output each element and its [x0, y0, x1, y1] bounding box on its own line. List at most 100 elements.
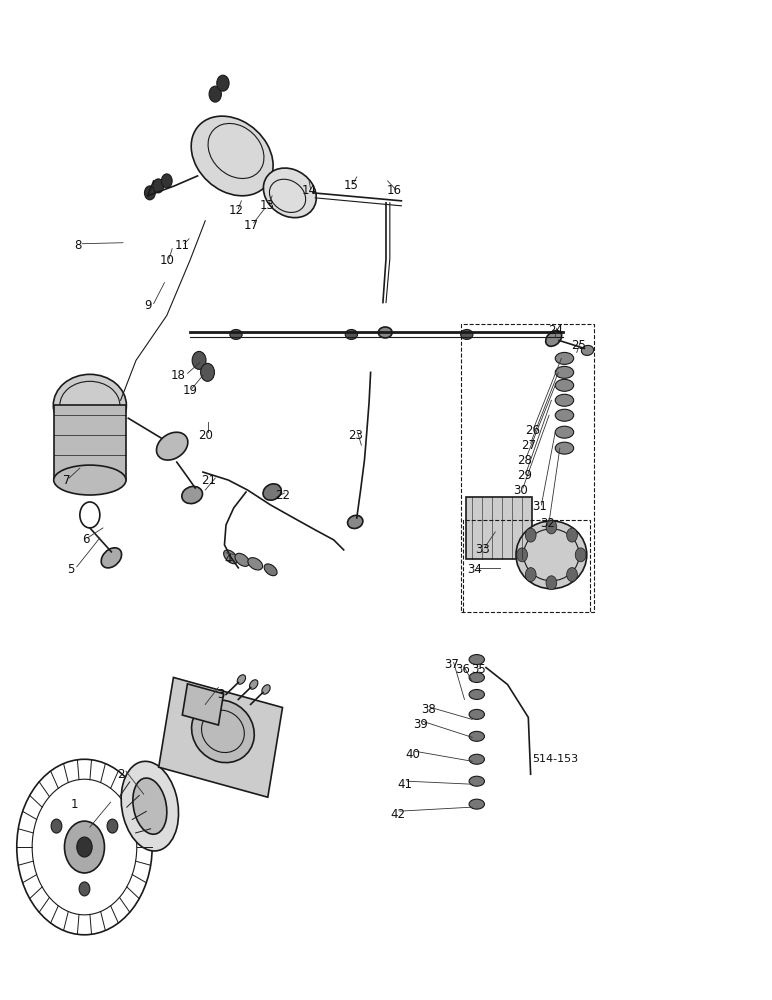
Text: 15: 15 [344, 179, 359, 192]
Ellipse shape [262, 685, 270, 694]
Circle shape [575, 548, 586, 562]
Ellipse shape [555, 394, 574, 406]
Text: 24: 24 [547, 324, 563, 337]
Text: 22: 22 [275, 489, 290, 502]
Text: 11: 11 [174, 239, 190, 252]
Text: 35: 35 [471, 663, 486, 676]
Text: 514-153: 514-153 [532, 754, 578, 764]
Text: 27: 27 [521, 439, 536, 452]
Polygon shape [182, 684, 224, 725]
Circle shape [525, 568, 536, 582]
Ellipse shape [191, 700, 254, 763]
Circle shape [153, 179, 164, 193]
Ellipse shape [469, 799, 485, 809]
Ellipse shape [248, 558, 262, 570]
Text: 12: 12 [229, 204, 243, 217]
Circle shape [516, 548, 527, 562]
Ellipse shape [345, 329, 357, 339]
Ellipse shape [264, 564, 277, 576]
Text: 5: 5 [67, 563, 74, 576]
Circle shape [51, 819, 62, 833]
Ellipse shape [347, 515, 363, 529]
Text: 13: 13 [259, 199, 274, 212]
Circle shape [161, 174, 172, 188]
Ellipse shape [249, 680, 258, 689]
Bar [462, 324, 594, 612]
Bar [54, 405, 126, 480]
Ellipse shape [469, 709, 485, 719]
Text: 21: 21 [201, 474, 217, 487]
Text: 37: 37 [444, 658, 459, 671]
Ellipse shape [469, 689, 485, 699]
Ellipse shape [555, 442, 574, 454]
Text: 29: 29 [517, 469, 532, 482]
Text: 42: 42 [390, 808, 405, 821]
Ellipse shape [469, 754, 485, 764]
Ellipse shape [121, 761, 178, 851]
Ellipse shape [230, 329, 242, 339]
Ellipse shape [469, 673, 485, 682]
Ellipse shape [101, 548, 121, 568]
Text: 14: 14 [302, 184, 317, 197]
Ellipse shape [469, 655, 485, 665]
Text: 16: 16 [386, 184, 401, 197]
Circle shape [209, 86, 222, 102]
Ellipse shape [133, 778, 167, 834]
Text: 10: 10 [159, 254, 174, 267]
Text: 36: 36 [455, 663, 470, 676]
Text: 3: 3 [217, 688, 225, 701]
Circle shape [107, 819, 118, 833]
Circle shape [546, 520, 557, 534]
Ellipse shape [516, 521, 587, 589]
Text: 38: 38 [421, 703, 435, 716]
Text: 4: 4 [225, 553, 232, 566]
Ellipse shape [191, 116, 273, 196]
Circle shape [192, 351, 206, 369]
Ellipse shape [555, 379, 574, 391]
Circle shape [76, 837, 92, 857]
Circle shape [201, 363, 215, 381]
Text: 26: 26 [525, 424, 540, 437]
Ellipse shape [235, 553, 249, 566]
Ellipse shape [54, 465, 126, 495]
Polygon shape [466, 497, 532, 559]
Ellipse shape [378, 327, 392, 338]
Ellipse shape [461, 329, 473, 339]
Text: 39: 39 [413, 718, 428, 731]
Circle shape [525, 528, 536, 542]
Text: 25: 25 [571, 339, 586, 352]
Ellipse shape [555, 409, 574, 421]
Ellipse shape [237, 675, 245, 684]
Text: 23: 23 [348, 429, 363, 442]
Circle shape [79, 882, 90, 896]
Ellipse shape [157, 432, 188, 460]
Text: 1: 1 [71, 798, 78, 811]
Circle shape [567, 528, 577, 542]
Ellipse shape [263, 484, 281, 500]
Ellipse shape [555, 426, 574, 438]
Text: 8: 8 [75, 239, 82, 252]
Ellipse shape [546, 331, 562, 346]
Text: 17: 17 [244, 219, 259, 232]
Ellipse shape [263, 168, 317, 218]
Text: 6: 6 [83, 533, 90, 546]
Text: 40: 40 [405, 748, 421, 761]
Text: 34: 34 [467, 563, 482, 576]
Text: 30: 30 [513, 484, 528, 497]
Circle shape [65, 821, 104, 873]
Text: 7: 7 [63, 474, 70, 487]
Circle shape [144, 186, 155, 200]
Circle shape [567, 568, 577, 582]
Text: 9: 9 [144, 299, 151, 312]
Ellipse shape [224, 550, 238, 564]
Ellipse shape [182, 486, 202, 504]
Ellipse shape [555, 366, 574, 378]
Text: 19: 19 [182, 384, 198, 397]
Ellipse shape [581, 345, 594, 355]
Ellipse shape [469, 731, 485, 741]
Text: 32: 32 [540, 517, 555, 530]
Circle shape [217, 75, 229, 91]
Text: 31: 31 [533, 500, 547, 513]
Text: 2: 2 [117, 768, 124, 781]
Text: 18: 18 [171, 369, 186, 382]
